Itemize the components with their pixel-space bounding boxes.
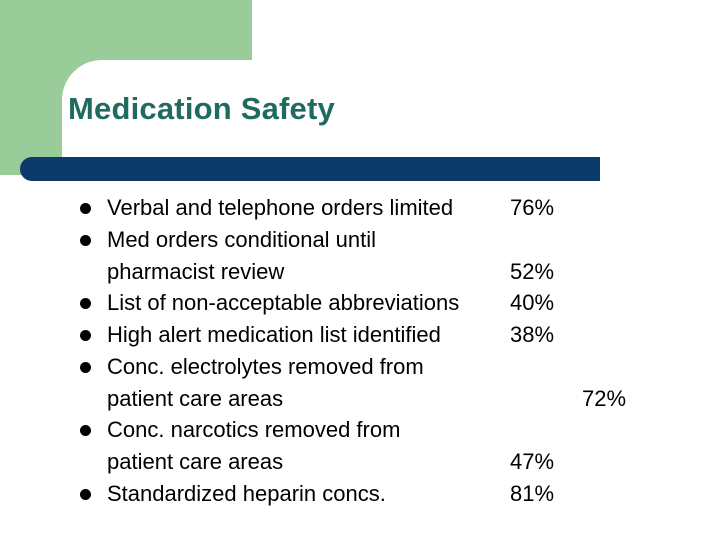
item-percentage: 52% — [510, 259, 555, 284]
list-item: List of non-acceptable abbreviations 40% — [0, 287, 720, 319]
bullet-icon — [80, 425, 91, 436]
list-item: Verbal and telephone orders limited 76% — [0, 192, 720, 224]
bullet-icon — [80, 235, 91, 246]
list-item: Conc. electrolytes removed from — [0, 351, 720, 383]
bullet-icon — [80, 330, 91, 341]
list-item-continuation: patient care areas 72% — [0, 383, 720, 415]
list-item: High alert medication list identified 38… — [0, 319, 720, 351]
list-item: Med orders conditional until — [0, 224, 720, 256]
item-percentage: 76% — [510, 195, 555, 220]
item-text: Verbal and telephone orders limited — [107, 195, 454, 220]
item-percentage: 40% — [510, 290, 555, 315]
bullet-icon — [80, 298, 91, 309]
item-text: High alert medication list identified — [107, 322, 441, 347]
item-percentage: 81% — [510, 481, 555, 506]
bullet-icon — [80, 362, 91, 373]
list-item: Standardized heparin concs. 81% — [0, 478, 720, 510]
list-item-continuation: pharmacist review 52% — [0, 256, 720, 288]
list-item-continuation: patient care areas 47% — [0, 446, 720, 478]
item-text: patient care areas — [107, 386, 284, 411]
item-text: pharmacist review — [107, 259, 285, 284]
item-percentage: 72% — [582, 386, 627, 411]
item-text: Conc. narcotics removed from — [107, 417, 401, 442]
bullet-icon — [80, 489, 91, 500]
slide-title: Medication Safety — [68, 91, 335, 126]
list-item: Conc. narcotics removed from — [0, 414, 720, 446]
content-panel — [62, 60, 720, 540]
item-text: Standardized heparin concs. — [107, 481, 386, 506]
item-text: List of non-acceptable abbreviations — [107, 290, 460, 315]
item-percentage: 38% — [510, 322, 555, 347]
item-text: Med orders conditional until — [107, 227, 377, 252]
item-percentage: 47% — [510, 449, 555, 474]
bullet-icon — [80, 203, 91, 214]
item-text: Conc. electrolytes removed from — [107, 354, 424, 379]
item-text: patient care areas — [107, 449, 284, 474]
title-underline-bar — [20, 157, 600, 181]
